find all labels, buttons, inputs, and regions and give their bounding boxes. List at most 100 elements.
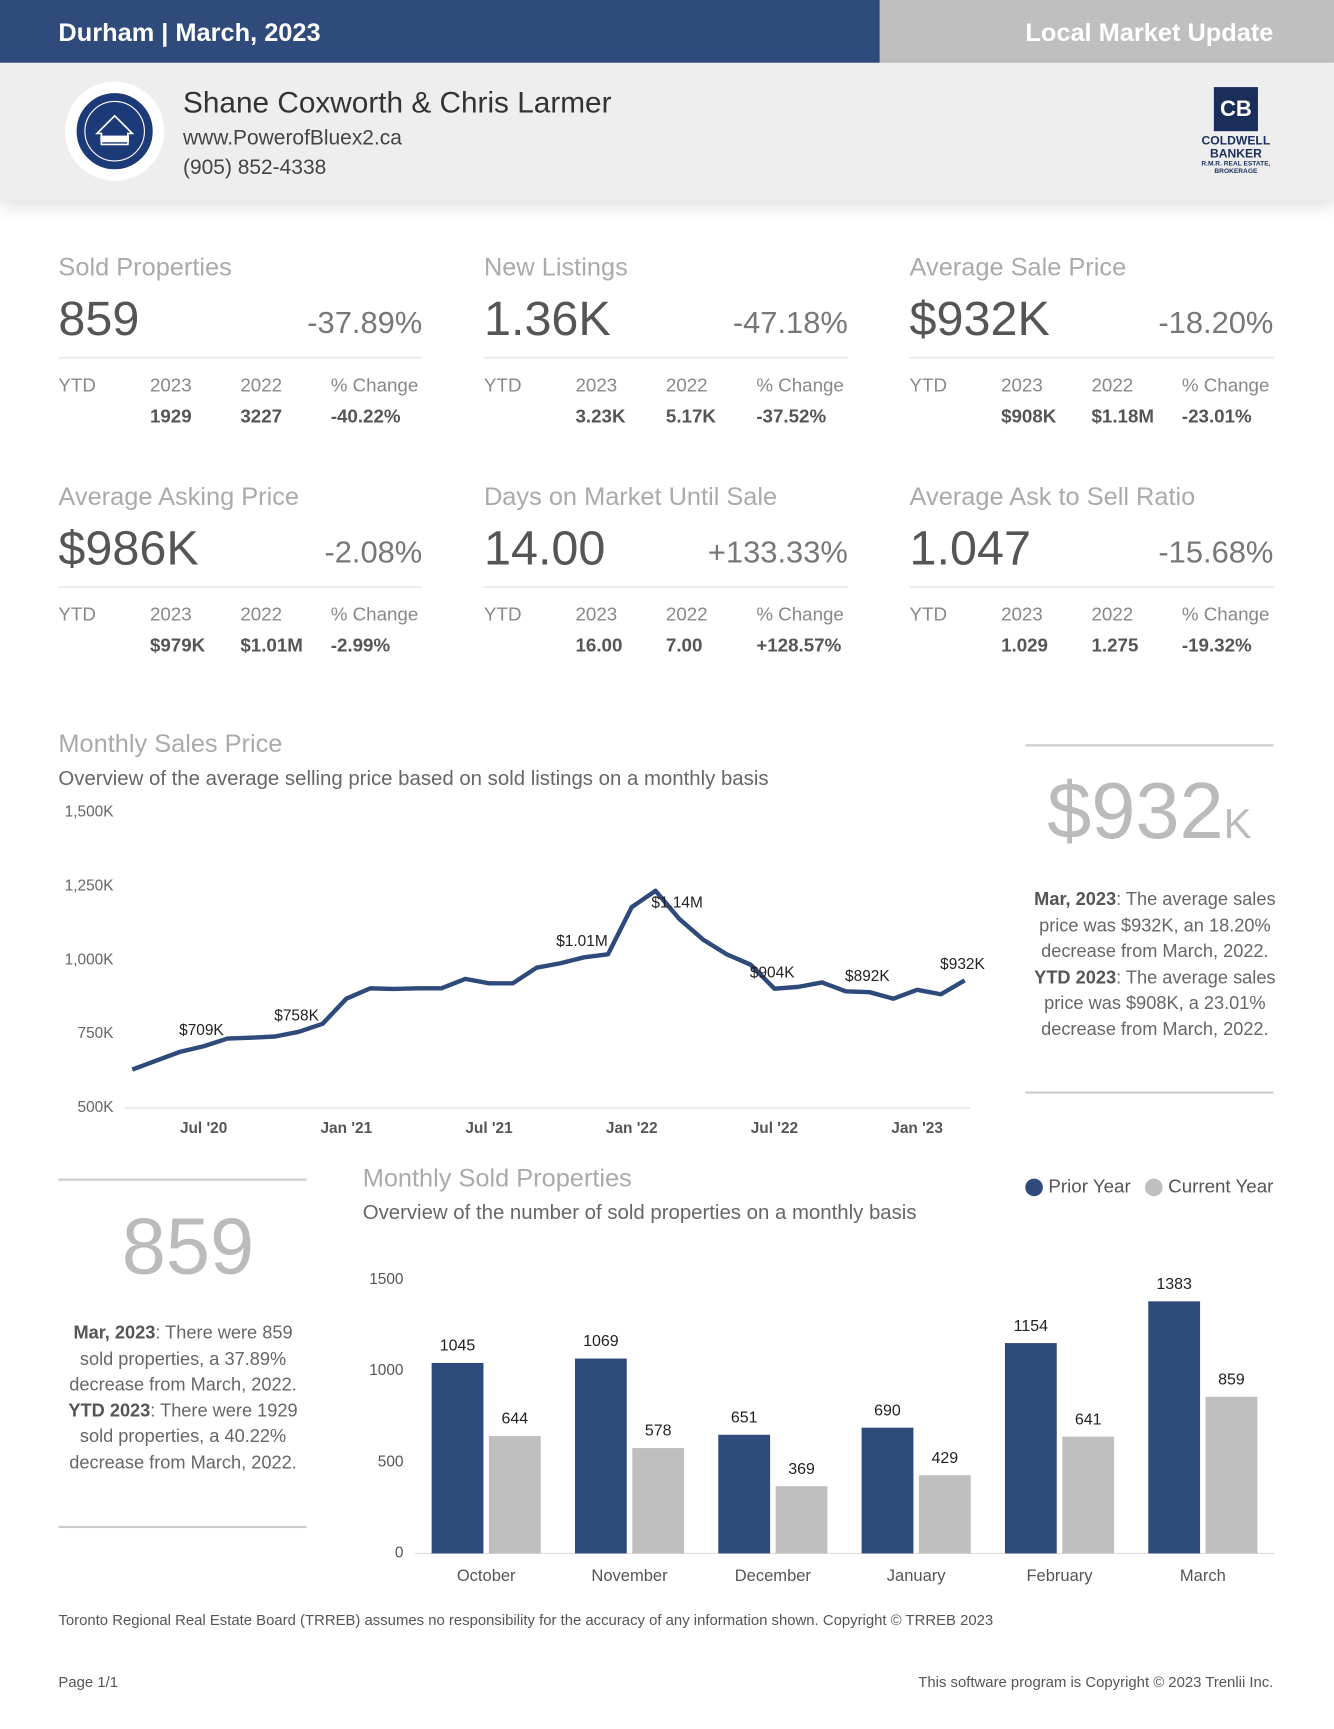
header-bar-right — [879, 0, 1334, 63]
x-tick-label: October — [457, 1566, 516, 1585]
ytd-header: YTD — [909, 604, 948, 626]
agent-phone: (905) 852-4338 — [183, 156, 327, 180]
chart-title: Monthly Sales Price — [58, 730, 282, 758]
bar — [1004, 1343, 1057, 1554]
divider — [1025, 1091, 1274, 1094]
ytd-value: -40.22% — [330, 405, 401, 427]
ytd-header: 2023 — [1001, 374, 1043, 396]
ytd-value: $908K — [1001, 405, 1057, 427]
ytd-value: -37.52% — [756, 405, 827, 427]
x-tick-label: Jul '22 — [751, 1120, 798, 1137]
y-tick-label: 750K — [78, 1025, 115, 1042]
ytd-value: 3.23K — [575, 405, 626, 427]
big-unit: K — [1223, 801, 1252, 848]
y-tick-label: 500 — [378, 1453, 404, 1470]
note-text: : The average sales price was $932K, an … — [1039, 889, 1276, 962]
ytd-value: $1.01M — [240, 635, 303, 656]
data-label: $892K — [845, 968, 890, 985]
big-number: $932 — [1047, 767, 1224, 856]
disclaimer: Toronto Regional Real Estate Board (TRRE… — [58, 1611, 994, 1629]
x-tick-label: Jan '22 — [606, 1120, 658, 1137]
bar — [1148, 1301, 1201, 1554]
data-label: $758K — [274, 1007, 319, 1024]
brand-text: COLDWELL BANKER R.M.R. REAL ESTATE, BROK… — [1191, 135, 1281, 177]
ytd-header: YTD — [58, 604, 96, 626]
divider — [58, 1525, 307, 1529]
bar — [574, 1358, 627, 1554]
metric-rule — [58, 357, 423, 359]
agent-band — [0, 62, 1334, 201]
chart-title: Monthly Sold Properties — [363, 1164, 632, 1192]
note-lead: Mar, 2023 — [1034, 889, 1117, 910]
ytd-header: % Change — [756, 604, 844, 626]
metric-rule — [483, 586, 848, 588]
x-tick-label: December — [735, 1566, 812, 1585]
metric-value: $986K — [58, 521, 199, 576]
ytd-value: $979K — [149, 635, 206, 656]
price-panel-value: $932K — [1025, 766, 1273, 856]
ytd-value: 1.029 — [1001, 635, 1048, 656]
price-notes: Mar, 2023: The average sales price was $… — [1025, 888, 1284, 1043]
data-label: 1154 — [1014, 1318, 1048, 1335]
ytd-header: 2023 — [149, 374, 192, 396]
note: YTD 2023: The average sales price was $9… — [1025, 965, 1284, 1043]
metric-rule — [58, 586, 423, 588]
y-tick-label: 1000 — [369, 1362, 403, 1379]
ytd-header: % Change — [330, 604, 419, 626]
data-label: 690 — [874, 1402, 901, 1419]
ytd-value: 7.00 — [665, 635, 703, 656]
data-label: $1.01M — [556, 933, 607, 950]
bar — [1062, 1436, 1115, 1554]
x-tick-label: January — [887, 1566, 946, 1585]
metric-value: 1.047 — [909, 521, 1031, 576]
metric-change: -15.68% — [1158, 534, 1274, 569]
agent-name: Shane Coxworth & Chris Larmer — [183, 85, 612, 120]
bar — [431, 1362, 484, 1554]
ytd-header: YTD — [58, 374, 96, 396]
brand-line: BANKER — [1209, 147, 1262, 161]
bar — [488, 1436, 541, 1554]
metric-title: Days on Market Until Sale — [483, 481, 778, 511]
ytd-value: $1.18M — [1091, 405, 1154, 427]
bar — [632, 1448, 685, 1554]
data-label: 651 — [731, 1409, 758, 1426]
ytd-header: 2022 — [665, 604, 708, 626]
data-label: 429 — [932, 1450, 959, 1467]
brand-line: R.M.R. REAL ESTATE, — [1201, 160, 1271, 168]
sold-panel-value: 859 — [121, 1202, 255, 1292]
copyright: This software program is Copyright © 202… — [918, 1673, 1274, 1691]
ytd-header: 2022 — [1091, 374, 1134, 396]
price-line — [131, 888, 966, 1072]
data-label: 641 — [1075, 1411, 1102, 1428]
ytd-header: YTD — [909, 374, 948, 396]
metric-title: Average Ask to Sell Ratio — [909, 481, 1196, 511]
note-text: : The average sales price was $908K, a 2… — [1041, 967, 1276, 1040]
note-lead: Mar, 2023 — [73, 1323, 156, 1343]
y-tick-label: 1,500K — [65, 804, 115, 821]
metric-value: 859 — [58, 292, 140, 347]
ytd-value: 1.275 — [1091, 635, 1139, 656]
ytd-header: 2023 — [1001, 604, 1043, 626]
note: Mar, 2023: The average sales price was $… — [1025, 888, 1284, 966]
agent-logo — [65, 81, 165, 181]
ytd-header: 2023 — [149, 604, 192, 626]
metric-rule — [483, 357, 848, 359]
brand-line: BROKERAGE — [1214, 168, 1258, 176]
ytd-header: YTD — [483, 374, 522, 396]
chart-subtitle: Overview of the number of sold propertie… — [363, 1202, 917, 1224]
data-label: 1069 — [583, 1333, 619, 1350]
brand-logo: CB — [1213, 87, 1258, 132]
legend-label: Current Year — [1168, 1175, 1273, 1196]
ytd-header: % Change — [756, 374, 844, 396]
note: YTD 2023: There were 1929 sold propertie… — [55, 1399, 311, 1477]
x-tick-label: Jul '20 — [180, 1120, 227, 1137]
header-title: Local Market Update — [1025, 17, 1274, 47]
ytd-value: -23.01% — [1181, 405, 1252, 427]
ytd-header: 2023 — [575, 604, 618, 626]
svg-text:CB: CB — [1220, 96, 1252, 121]
data-label: 369 — [788, 1461, 815, 1478]
metric-value: 1.36K — [483, 292, 611, 347]
y-tick-label: 1500 — [369, 1271, 403, 1288]
metric-title: Average Asking Price — [58, 481, 300, 511]
